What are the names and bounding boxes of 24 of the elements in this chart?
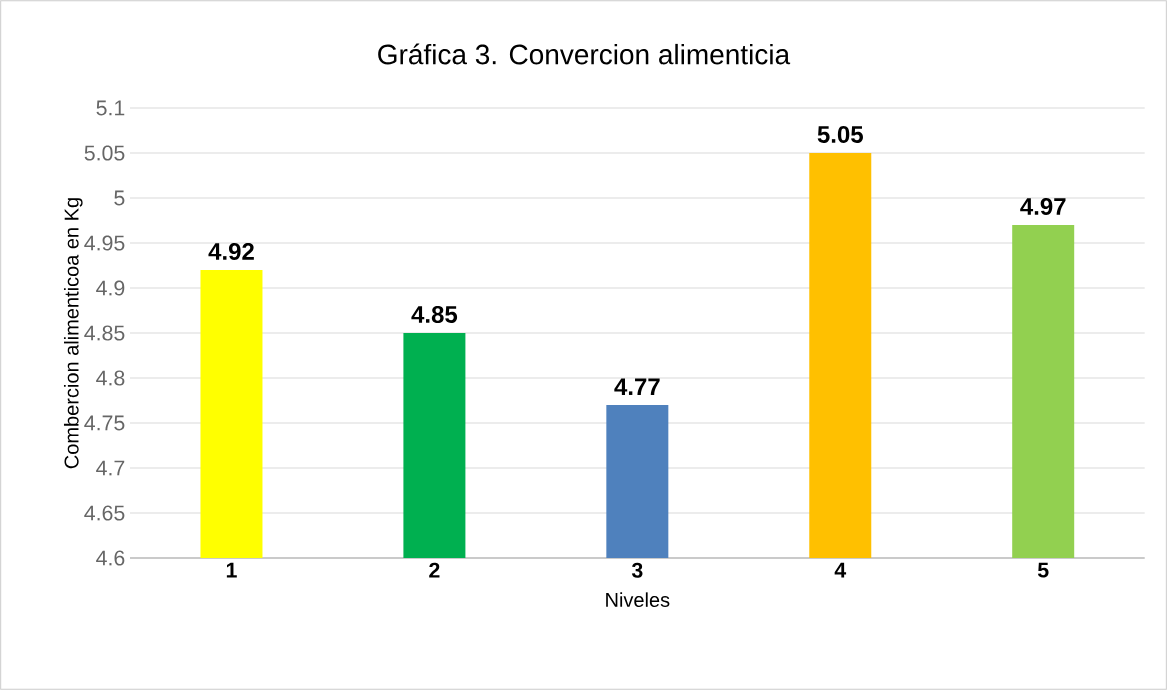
x-tick-label: 1 (226, 562, 237, 578)
x-axis-title: Niveles (606, 592, 670, 608)
y-axis-title: Combercion alimenticoa en Kg (63, 198, 83, 469)
y-tick-label: 4.7 (96, 460, 125, 476)
y-tick-label: 4.6 (96, 550, 125, 566)
x-tick-label: 2 (429, 562, 440, 578)
x-tick-label: 3 (631, 562, 643, 578)
y-tick-label: 4.75 (84, 415, 125, 431)
x-tick-label: 4 (834, 562, 847, 578)
y-tick-label: 4.85 (84, 325, 125, 341)
data-label: 5.05 (817, 125, 863, 143)
data-label: 4.92 (208, 242, 254, 260)
y-tick-label: 5.1 (96, 100, 125, 116)
y-tick-label: 4.95 (84, 235, 125, 251)
chart-title: Gráfica 3. Convercion alimenticia (378, 43, 791, 65)
y-tick-label: 4.65 (84, 505, 125, 521)
data-label: 4.85 (411, 305, 458, 323)
data-label: 4.97 (1020, 197, 1066, 215)
x-tick-label: 5 (1037, 562, 1049, 578)
y-tick-label: 4.8 (96, 370, 125, 386)
data-label: 4.77 (614, 378, 660, 395)
y-tick-label: 5 (114, 190, 125, 206)
y-tick-label: 5.05 (84, 145, 125, 161)
y-tick-label: 4.9 (96, 280, 125, 296)
